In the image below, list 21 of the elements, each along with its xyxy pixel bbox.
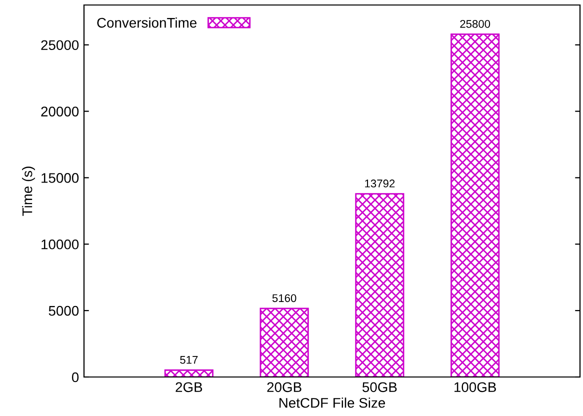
data-label: 5160 <box>272 294 296 302</box>
x-tick-label: 20GB <box>267 382 302 392</box>
y-axis-title: Time (s) <box>22 166 35 216</box>
legend-label: ConversionTime <box>97 18 196 28</box>
x-axis-title: NetCDF File Size <box>280 398 386 408</box>
y-tick-label: 5000 <box>48 306 79 316</box>
bar <box>450 34 500 377</box>
y-tick-label: 10000 <box>42 239 79 250</box>
bar <box>355 193 404 377</box>
y-tick-label: 15000 <box>42 173 79 183</box>
data-label: 517 <box>180 356 198 364</box>
x-tick-label: 50GB <box>362 382 397 392</box>
y-tick-label: 0 <box>72 372 79 382</box>
bar <box>260 308 309 377</box>
y-tick-label: 20000 <box>41 106 79 116</box>
bar <box>164 369 214 377</box>
data-label: 13792 <box>365 180 395 188</box>
y-tick-label: 25000 <box>41 40 79 50</box>
data-label: 25800 <box>460 20 490 28</box>
x-tick-label: 100GB <box>454 382 496 392</box>
x-tick-label: 2GB <box>176 382 202 392</box>
